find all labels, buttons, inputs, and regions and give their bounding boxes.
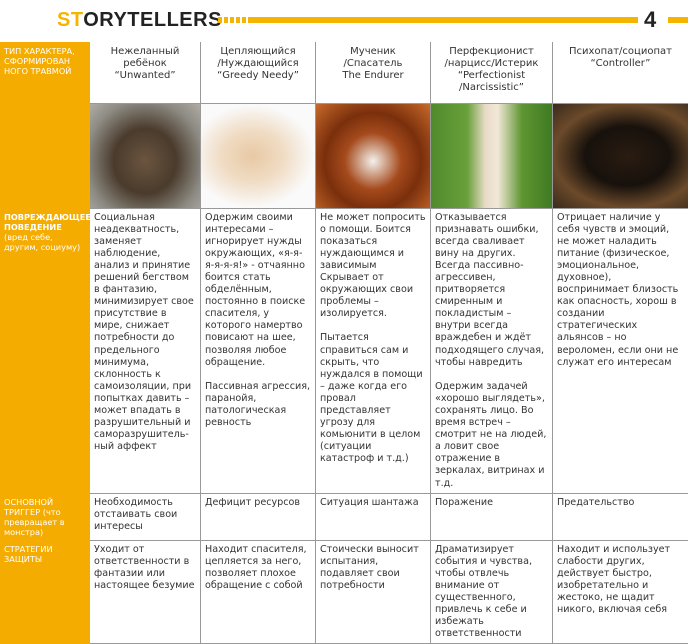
trigger-cell: Необходимость отстаивать свои интересы bbox=[90, 493, 201, 540]
character-types-table: ТИП ХАРАКТЕРА, СФОРМИРОВАН НОГО ТРАВМОЙ … bbox=[0, 42, 688, 644]
column-header: Цепляющийся /Нуждающийся “Greedy Needy” bbox=[201, 42, 316, 103]
strategy-cell: Драматизирует события и чувства, чтобы о… bbox=[431, 540, 553, 644]
column-header: Нежеланный ребёнок “Unwanted” bbox=[90, 42, 201, 103]
decorative-bar-dots bbox=[218, 17, 252, 23]
storytellers-logo: STORYTELLERS bbox=[57, 9, 222, 32]
trigger-cell: Предательство bbox=[553, 493, 688, 540]
strategy-cell: Стоически выносит испытания, подавляет с… bbox=[316, 540, 431, 644]
row-label-type: ТИП ХАРАКТЕРА, СФОРМИРОВАН НОГО ТРАВМОЙ bbox=[1, 42, 90, 208]
page-number: 4 bbox=[644, 7, 656, 33]
trigger-row: ОСНОВНОЙ ТРИГГЕР (что превращает в монст… bbox=[1, 493, 688, 540]
chihuahua-photo bbox=[201, 104, 315, 208]
row-label-trigger: ОСНОВНОЙ ТРИГГЕР (что превращает в монст… bbox=[1, 493, 90, 540]
photo-row bbox=[1, 103, 688, 208]
strategy-row: СТРАТЕГИИ ЗАЩИТЫ Уходит от ответственнос… bbox=[1, 540, 688, 644]
trigger-cell: Ситуация шантажа bbox=[316, 493, 431, 540]
row-label-behavior: ПОВРЕЖДАЮЩЕЕ ПОВЕДЕНИЕ (вред себе, други… bbox=[1, 208, 90, 493]
header-row: ТИП ХАРАКТЕРА, СФОРМИРОВАН НОГО ТРАВМОЙ … bbox=[1, 42, 688, 103]
behavior-row: ПОВРЕЖДАЮЩЕЕ ПОВЕДЕНИЕ (вред себе, други… bbox=[1, 208, 688, 493]
behavior-cell: Не может попросить о помощи. Боится пока… bbox=[316, 208, 431, 493]
column-header: Психопат/социопат “Controller” bbox=[553, 42, 688, 103]
behavior-cell: Отказывается признавать ошибки, всегда с… bbox=[431, 208, 553, 493]
saint-bernard-photo bbox=[316, 104, 430, 208]
rottweiler-photo bbox=[553, 104, 688, 208]
slide-header: STORYTELLERS 4 bbox=[0, 0, 688, 42]
column-header: Перфекционист /нарцисс/Истерик “Perfecti… bbox=[431, 42, 553, 103]
afghan-hound-photo bbox=[431, 104, 552, 208]
decorative-bar-end bbox=[668, 17, 688, 23]
strategy-cell: Находит и использует слабости других, де… bbox=[553, 540, 688, 644]
strategy-cell: Уходит от ответственности в фантазии или… bbox=[90, 540, 201, 644]
row-label-strategy: СТРАТЕГИИ ЗАЩИТЫ bbox=[1, 540, 90, 644]
behavior-cell: Одержим своими интересами – игнорирует н… bbox=[201, 208, 316, 493]
strategy-cell: Находит спасителя, цепляется за него, по… bbox=[201, 540, 316, 644]
behavior-cell: Отрицает наличие у себя чувств и эмоций,… bbox=[553, 208, 688, 493]
behavior-cell: Социальная неадекватность, заменяет набл… bbox=[90, 208, 201, 493]
trigger-cell: Поражение bbox=[431, 493, 553, 540]
mongrel-dog-photo bbox=[90, 104, 200, 208]
decorative-bar bbox=[252, 17, 638, 23]
column-header: Мученик /Спасатель The Endurer bbox=[316, 42, 431, 103]
trigger-cell: Дефицит ресурсов bbox=[201, 493, 316, 540]
